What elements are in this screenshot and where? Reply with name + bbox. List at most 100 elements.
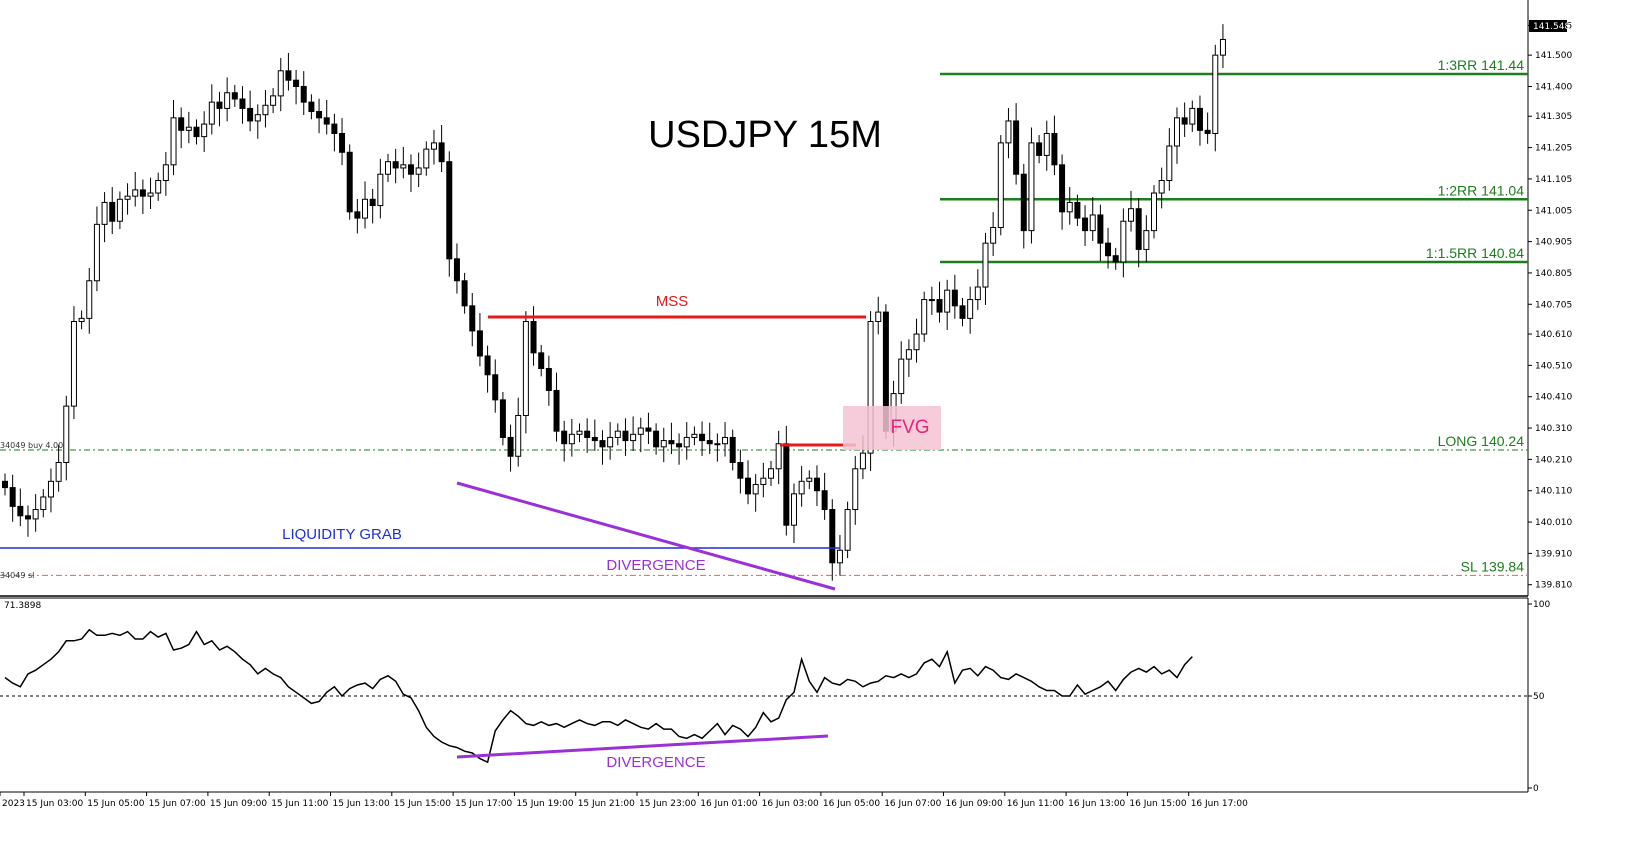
level-label: 1:1.5RR 140.84 <box>1426 245 1524 261</box>
bull-candle <box>1089 214 1096 232</box>
bull-candle <box>775 443 782 470</box>
bear-candle <box>1051 132 1058 166</box>
bear-candle <box>484 355 491 376</box>
bear-candle <box>599 440 606 448</box>
bull-candle <box>875 311 882 323</box>
bull-candle <box>836 549 843 564</box>
bear-candle <box>438 142 445 163</box>
bear-candle <box>461 280 468 307</box>
bull-candle <box>208 101 215 125</box>
chart-title: USDJPY 15M <box>648 114 882 156</box>
bear-candle <box>729 436 736 464</box>
bear-candle <box>783 443 790 526</box>
time-tick-label: 16 Jun 05:00 <box>823 799 880 809</box>
bull-candle <box>1043 132 1050 156</box>
bear-candle <box>591 436 598 442</box>
bear-candle <box>699 433 706 442</box>
bull-candle <box>982 242 989 288</box>
price-tick-label: 140.410 <box>1535 393 1572 403</box>
bull-candle <box>637 427 644 435</box>
time-tick-label: 16 Jun 17:00 <box>1191 799 1248 809</box>
bull-candle <box>798 480 805 495</box>
bear-candle <box>392 161 399 169</box>
bear-candle <box>1181 117 1188 125</box>
time-axis: 2023 15 Jun 03:00 15 Jun 05:00 15 Jun 07:00… <box>0 792 1248 809</box>
bear-candle <box>293 79 300 87</box>
price-tick-label: 141.305 <box>1535 112 1572 122</box>
bear-candle <box>706 440 713 445</box>
bear-candle <box>676 443 683 448</box>
price-tick-label: 141.105 <box>1535 175 1572 185</box>
bull-candle <box>752 483 759 495</box>
bull-candle <box>1166 145 1173 181</box>
bear-candle <box>492 374 499 401</box>
bear-candle <box>959 305 966 319</box>
time-tick-label: 15 Jun 07:00 <box>149 799 206 809</box>
price-tick-label: 141.005 <box>1535 206 1572 216</box>
bear-candle <box>545 368 552 391</box>
bear-candle <box>1059 164 1066 213</box>
bear-candle <box>1097 214 1104 244</box>
bull-candle <box>55 462 62 482</box>
order-buy-label: 34049 buy 4.00 <box>0 441 63 450</box>
price-tick-label: 140.610 <box>1535 330 1572 340</box>
rsi-pane: 100 50 0 <box>0 600 1550 794</box>
bear-candle <box>308 101 315 113</box>
bear-candle <box>561 430 568 445</box>
bull-candle <box>913 333 920 351</box>
bear-candle <box>369 198 376 207</box>
time-tick-label: 16 Jun 13:00 <box>1068 799 1125 809</box>
time-tick-label: 16 Jun 03:00 <box>762 799 819 809</box>
bull-candle <box>147 192 154 197</box>
price-tick-label: 140.705 <box>1535 300 1572 310</box>
bull-candle <box>1151 192 1157 232</box>
bull-candle <box>867 321 874 454</box>
bull-candle <box>990 226 997 244</box>
rsi-divergence-label: DIVERGENCE <box>606 754 705 771</box>
bull-candle <box>1173 117 1180 147</box>
rsi-line <box>4 628 1193 764</box>
bull-candle <box>78 317 85 323</box>
bear-candle <box>193 126 200 138</box>
bear-candle <box>339 132 346 153</box>
bull-candle <box>660 440 667 448</box>
bull-candle <box>415 167 422 175</box>
price-tick-label: 141.400 <box>1535 82 1572 92</box>
price-tick-label: 140.110 <box>1535 487 1572 497</box>
bear-candle <box>216 101 223 109</box>
rsi-tick-label: 50 <box>1533 692 1545 702</box>
price-tick-label: 141.205 <box>1535 144 1572 154</box>
bear-candle <box>829 509 836 564</box>
bear-candle <box>331 123 338 134</box>
bull-candle <box>162 164 169 181</box>
bear-candle <box>231 92 238 100</box>
bull-candle <box>400 164 407 169</box>
bull-candle <box>844 509 851 551</box>
bull-candle <box>224 92 231 109</box>
bull-candle <box>614 430 621 438</box>
bull-candle <box>1158 179 1165 194</box>
bear-candle <box>407 164 414 175</box>
bear-candle <box>745 477 752 495</box>
bear-candle <box>645 427 652 432</box>
order-sl-label: 34049 sl <box>0 571 34 580</box>
bear-candle <box>936 299 943 313</box>
bear-candle <box>323 117 330 125</box>
bear-candle <box>354 211 361 219</box>
bull-candle <box>170 117 177 166</box>
liquidity-grab-label: LIQUIDITY GRAB <box>282 526 402 543</box>
bear-candle <box>499 399 506 438</box>
bull-candle <box>683 436 690 448</box>
bull-candle <box>254 114 261 122</box>
bear-candle <box>9 487 16 507</box>
bull-candle <box>607 436 614 448</box>
bull-candle <box>576 430 583 435</box>
bull-candle <box>1189 107 1196 125</box>
candles <box>2 24 1226 581</box>
bear-candle <box>507 436 514 457</box>
bear-candle <box>538 352 545 370</box>
price-tick-label: 141.500 <box>1535 51 1572 61</box>
bear-candle <box>300 85 307 103</box>
bull-candle <box>714 443 721 446</box>
